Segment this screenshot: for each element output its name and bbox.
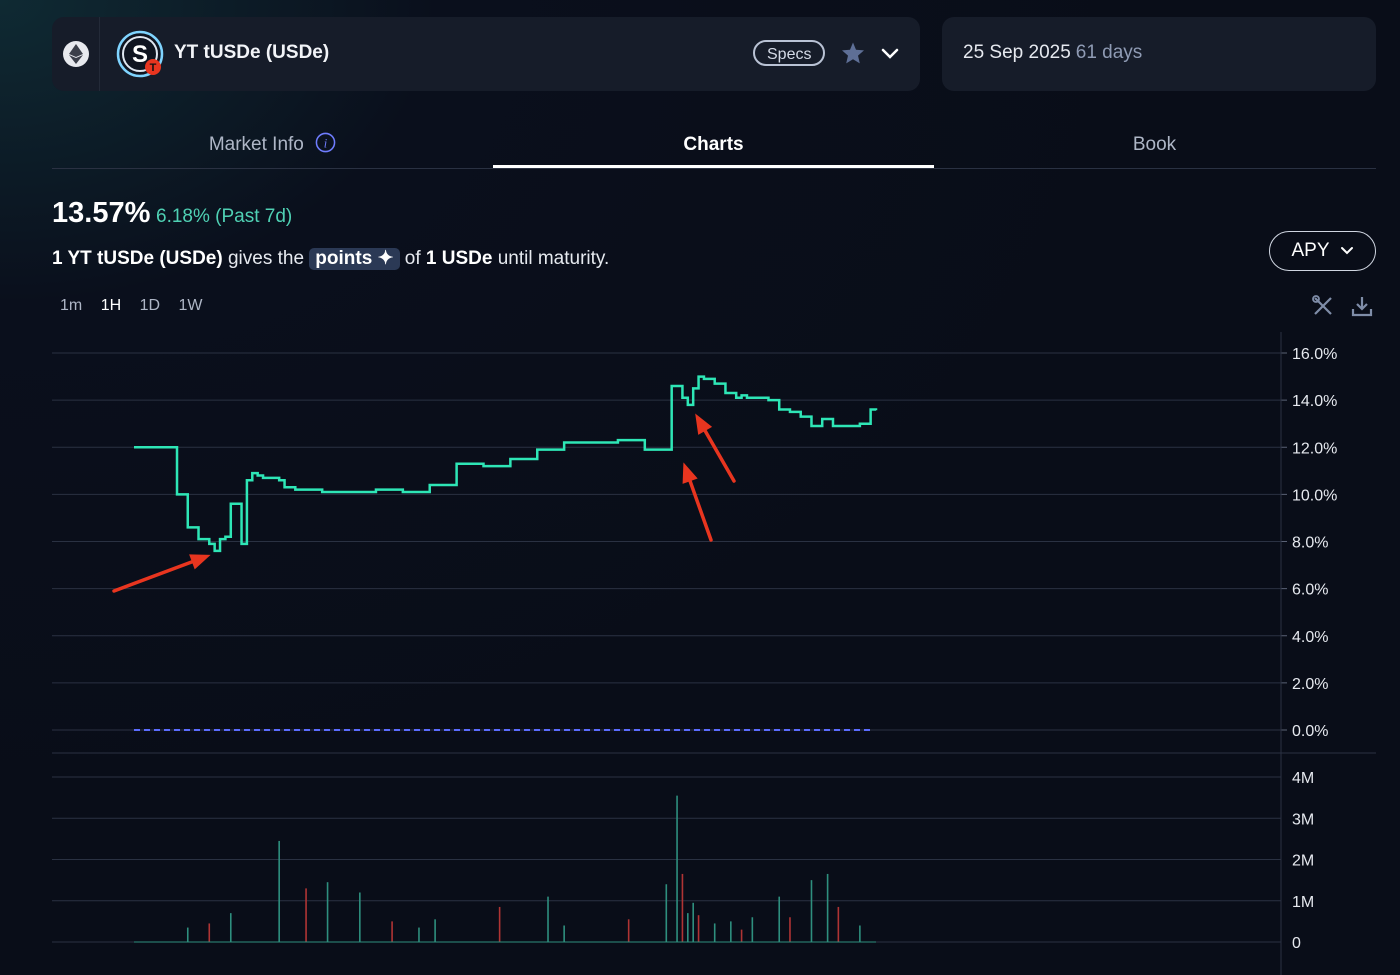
apy-tick-label: 10.0% [1292, 487, 1337, 504]
chevron-down-icon[interactable] [880, 44, 900, 69]
market-name: YT tUSDe (USDe) [174, 42, 330, 63]
days-remaining: 61 days [1075, 42, 1143, 63]
timeframe-1d[interactable]: 1D [139, 297, 161, 314]
tab-market-info[interactable]: Market Info i [52, 118, 493, 168]
volume-tick-label: 3M [1292, 811, 1314, 828]
arrow-jump [682, 462, 713, 542]
tab-label: Book [1132, 134, 1177, 155]
svg-text:S: S [132, 41, 148, 68]
star-icon[interactable] [840, 41, 866, 70]
apy-tick-label: 16.0% [1292, 346, 1337, 363]
download-icon[interactable] [1351, 295, 1373, 322]
apy-tick-label: 14.0% [1292, 393, 1337, 410]
metric-select[interactable]: APY [1269, 231, 1376, 271]
tab-book[interactable]: Book [934, 118, 1375, 168]
points-label: points [315, 248, 373, 269]
info-icon[interactable]: i [315, 121, 336, 175]
arrow-peak [695, 413, 736, 483]
metric-label: APY [1291, 240, 1330, 261]
arrow-jump-shaft [688, 479, 713, 542]
arrow-low [112, 554, 211, 593]
apy-tick-label: 12.0% [1292, 440, 1337, 457]
svg-text:i: i [324, 136, 328, 150]
apy-tick-label: 4.0% [1292, 629, 1328, 646]
desc-amount: 1 USDe [425, 248, 493, 269]
apy-tick-label: 8.0% [1292, 535, 1328, 552]
desc-text-2: of [399, 248, 426, 269]
description: 1 YT tUSDe (USDe) gives the points ✦ of … [52, 248, 609, 270]
desc-text: gives the [222, 248, 310, 269]
arrow-jump-head [682, 462, 698, 484]
market-header: S T YT tUSDe (USDe) Specs [52, 17, 920, 91]
apy-change: 6.18% (Past 7d) [156, 206, 293, 227]
timeframe-selector: 1m 1H 1D 1W [60, 297, 217, 315]
volume-tick-label: 2M [1292, 853, 1314, 870]
apy-tick-label: 6.0% [1292, 582, 1328, 599]
volume-tick-label: 1M [1292, 894, 1314, 911]
arrow-peak-shaft [703, 429, 736, 483]
chain-selector[interactable] [52, 17, 100, 91]
volume-tick-label: 4M [1292, 770, 1314, 787]
tab-label: Market Info [208, 134, 304, 155]
arrow-peak-head [695, 413, 713, 435]
desc-asset: 1 YT tUSDe (USDe) [52, 248, 223, 269]
apy-tick-label: 2.0% [1292, 676, 1328, 693]
usde-icon: S T [116, 30, 164, 78]
timeframe-1w[interactable]: 1W [178, 297, 203, 314]
tab-bar: Market Info i Charts Book [52, 118, 1376, 169]
current-apy: 13.57% [52, 197, 151, 229]
arrow-low-head [189, 554, 211, 570]
tab-label: Charts [683, 134, 744, 155]
svg-text:T: T [150, 62, 157, 74]
apy-chart[interactable]: 16.0% 14.0% 12.0% 10.0% 8.0% 6.0% 4.0% 2.0% 0.0%… [0, 330, 1400, 975]
chevron-down-icon [1340, 247, 1353, 255]
sparkle-icon: ✦ [377, 248, 394, 269]
timeframe-1h[interactable]: 1H [100, 297, 122, 314]
apy-tick-label: 0.0% [1292, 723, 1328, 740]
arrow-low-shaft [112, 560, 194, 593]
tab-charts[interactable]: Charts [493, 118, 934, 168]
expiry-date: 25 Sep 2025 [963, 42, 1071, 63]
timeframe-1m[interactable]: 1m [60, 297, 83, 314]
specs-button[interactable]: Specs [753, 40, 826, 66]
tools-icon[interactable] [1312, 295, 1334, 322]
apy-series-line [134, 375, 878, 553]
ethereum-icon [62, 41, 89, 67]
points-pill[interactable]: points ✦ [309, 248, 400, 270]
expiry-card[interactable]: 25 Sep 2025 61 days [942, 17, 1376, 91]
volume-tick-label: 0 [1292, 935, 1301, 952]
desc-suffix: until maturity. [492, 248, 610, 269]
